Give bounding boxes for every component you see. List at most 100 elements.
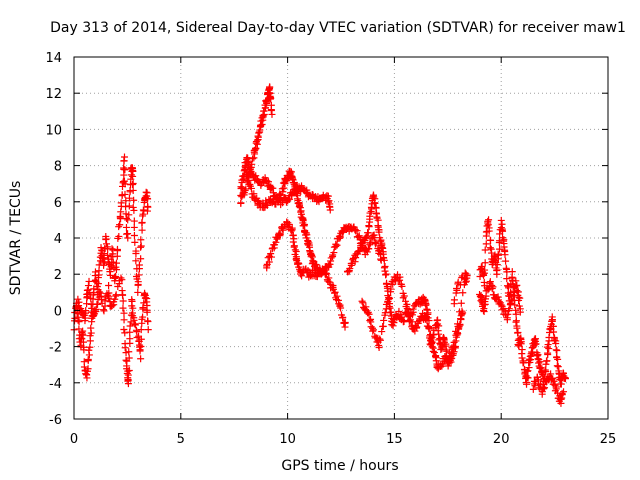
data-point-marker <box>553 354 561 362</box>
data-point-marker <box>376 336 384 344</box>
y-tick-label: 12 <box>45 87 62 102</box>
data-point-marker <box>241 165 249 173</box>
data-point-marker <box>125 194 133 202</box>
data-point-marker <box>237 199 245 207</box>
y-tick-label: -4 <box>49 377 62 392</box>
data-point-marker <box>266 83 274 91</box>
data-point-marker <box>112 273 120 281</box>
data-point-marker <box>144 326 152 334</box>
data-point-marker <box>396 276 404 284</box>
data-point-marker <box>484 221 492 229</box>
data-point-marker <box>125 348 133 356</box>
data-point-marker <box>83 300 91 308</box>
data-point-marker <box>284 219 292 227</box>
data-point-marker <box>138 226 146 234</box>
y-tick-label: 4 <box>54 232 62 247</box>
data-point-marker <box>462 270 470 278</box>
data-point-marker <box>252 144 260 152</box>
data-point-marker <box>124 216 132 224</box>
data-point-marker <box>375 228 383 236</box>
data-point-marker <box>380 256 388 264</box>
data-point-marker <box>486 244 494 252</box>
data-point-marker <box>112 263 120 271</box>
data-point-marker <box>330 285 338 293</box>
data-point-marker <box>255 129 263 137</box>
data-point-marker <box>409 308 417 316</box>
data-point-marker <box>375 344 383 351</box>
data-point-marker <box>95 288 103 296</box>
data-point-marker <box>450 300 458 308</box>
data-point-marker <box>108 245 116 253</box>
x-tick-label: 5 <box>177 432 185 447</box>
data-point-marker <box>287 168 295 176</box>
data-point-marker <box>454 320 462 328</box>
data-point-marker <box>134 288 142 296</box>
data-point-marker <box>308 251 316 259</box>
data-point-marker <box>530 339 538 347</box>
data-point-marker <box>137 255 145 263</box>
data-point-marker <box>337 304 345 312</box>
data-point-marker <box>369 327 377 335</box>
data-point-marker <box>130 217 138 225</box>
data-point-marker <box>279 188 287 196</box>
data-point-marker <box>390 319 398 327</box>
data-point-marker <box>121 190 129 198</box>
data-point-marker <box>333 241 341 249</box>
data-point-marker <box>120 325 128 333</box>
data-point-marker <box>313 261 321 269</box>
data-point-marker <box>366 317 374 325</box>
data-point-marker <box>75 318 83 326</box>
data-point-marker <box>263 201 271 209</box>
data-point-marker <box>336 302 344 310</box>
data-point-marker <box>83 371 91 379</box>
data-point-marker <box>517 340 525 348</box>
data-point-marker <box>130 223 138 231</box>
y-tick-label: -2 <box>49 341 62 356</box>
data-point-marker <box>129 186 137 194</box>
x-tick-label: 10 <box>279 432 296 447</box>
data-point-marker <box>326 202 334 210</box>
data-point-marker <box>561 375 569 383</box>
data-point-marker <box>457 299 465 307</box>
data-point-marker <box>85 346 93 354</box>
data-point-marker <box>125 367 133 375</box>
y-tick-label: 0 <box>54 304 62 319</box>
data-point-marker <box>508 268 516 276</box>
data-point-marker <box>365 310 373 318</box>
data-point-marker <box>513 287 521 295</box>
data-point-marker <box>115 232 123 240</box>
data-point-marker <box>263 96 271 104</box>
data-point-marker <box>422 300 430 308</box>
x-tick-label: 20 <box>493 432 510 447</box>
data-point-marker <box>74 295 82 303</box>
data-point-marker <box>486 278 494 286</box>
data-point-marker <box>518 354 526 362</box>
data-point-marker <box>263 262 271 270</box>
data-point-marker <box>84 355 92 363</box>
data-point-marker <box>552 385 560 393</box>
data-point-marker <box>86 343 94 351</box>
data-point-marker <box>370 193 378 201</box>
data-point-marker <box>120 157 128 165</box>
data-point-marker <box>542 360 550 368</box>
data-point-marker <box>139 304 147 312</box>
data-point-marker <box>378 328 386 336</box>
data-point-marker <box>95 267 103 275</box>
data-point-marker <box>138 218 146 226</box>
data-point-marker <box>508 297 516 305</box>
data-point-marker <box>244 173 252 181</box>
data-point-marker <box>256 126 264 134</box>
data-point-marker <box>105 295 113 303</box>
data-point-marker <box>501 251 509 259</box>
data-point-marker <box>237 183 245 191</box>
data-point-marker <box>117 199 125 207</box>
data-point-marker <box>126 322 134 330</box>
data-point-marker <box>137 243 145 251</box>
data-point-marker <box>110 301 118 309</box>
chart-title: Day 313 of 2014, Sidereal Day-to-day VTE… <box>50 20 626 36</box>
data-point-marker <box>100 250 108 258</box>
y-tick-label: 8 <box>54 160 62 175</box>
data-point-marker <box>134 278 142 286</box>
data-point-marker <box>550 377 558 385</box>
data-point-marker <box>367 315 375 323</box>
